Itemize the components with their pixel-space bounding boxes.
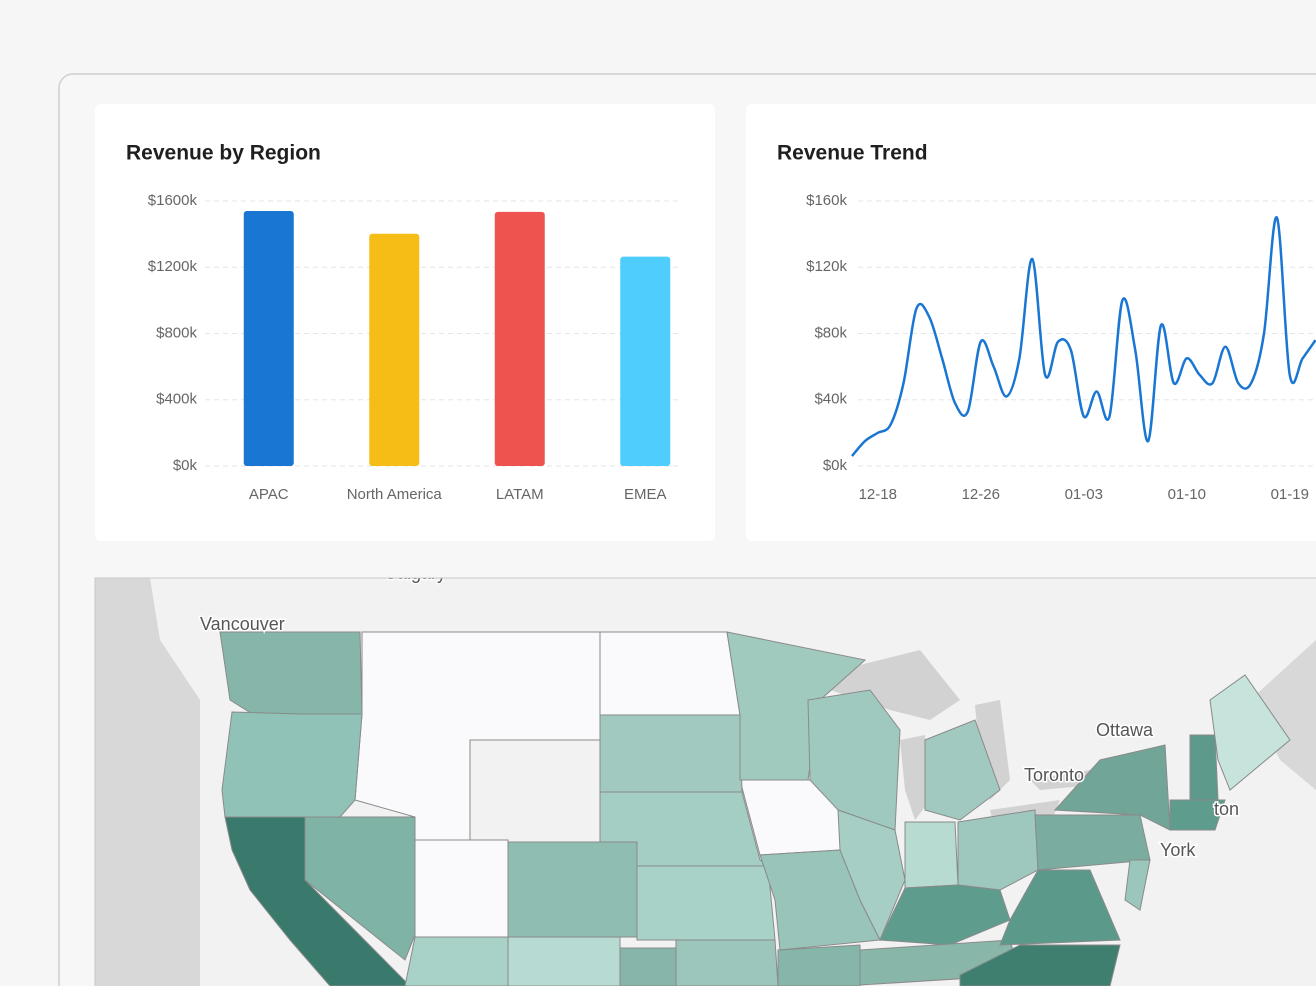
y-tick-label: $0k [823,457,848,474]
map: Calgary Vancouver Ottawa Toronto ton York [95,563,1316,986]
map-label: Vancouver [200,614,285,634]
chart-title: Revenue Trend [777,142,928,165]
map-label: ton [1214,799,1239,819]
map-label: Calgary [384,563,446,583]
x-tick-label: EMEA [624,486,667,503]
x-tick-label: 01-03 [1065,486,1103,503]
x-tick-label: 12-18 [859,486,897,503]
map-label: Ottawa [1096,720,1154,740]
bar [243,210,294,466]
lake [830,650,960,720]
chart-title: Revenue by Region [126,142,321,165]
map-label: Toronto [1024,765,1084,785]
x-tick-label: 01-19 [1271,486,1309,503]
y-tick-label: $800k [156,324,197,341]
y-tick-label: $0k [173,457,198,474]
y-tick-label: $400k [156,391,197,408]
y-tick-label: $1600k [148,192,198,209]
y-tick-label: $120k [806,258,847,275]
y-tick-label: $80k [814,324,847,341]
bar [494,211,545,466]
lake [900,735,930,820]
x-tick-label: APAC [249,486,289,503]
line [851,216,1316,457]
x-tick-label: North America [347,486,443,503]
states [219,631,1291,986]
x-tick-label: LATAM [496,486,544,503]
map-label: York [1160,840,1196,860]
x-tick-label: 12-26 [962,486,1000,503]
map-border [94,577,1316,986]
card [746,104,1316,541]
x-tick-label: 01-10 [1168,486,1206,503]
y-tick-label: $160k [806,192,847,209]
bar [369,233,420,466]
y-tick-label: $1200k [148,258,198,275]
bar [620,256,671,466]
y-tick-label: $40k [814,391,847,408]
